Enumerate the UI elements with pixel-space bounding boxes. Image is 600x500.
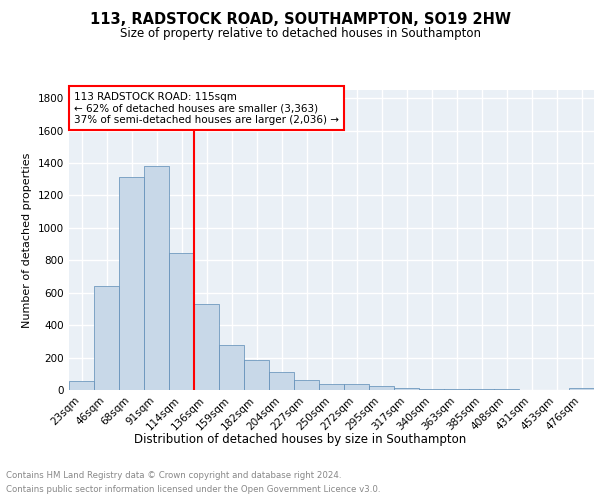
Text: 113, RADSTOCK ROAD, SOUTHAMPTON, SO19 2HW: 113, RADSTOCK ROAD, SOUTHAMPTON, SO19 2H… [89,12,511,28]
Text: Size of property relative to detached houses in Southampton: Size of property relative to detached ho… [119,28,481,40]
Bar [94,286,119,390]
Bar [494,389,519,390]
Bar [369,386,394,390]
Bar [194,304,219,390]
Bar [144,166,169,390]
Bar [319,384,344,390]
Bar [269,372,294,390]
Y-axis label: Number of detached properties: Number of detached properties [22,152,32,328]
Bar [344,384,369,390]
Bar [444,389,469,390]
Bar [244,360,269,390]
Bar [119,177,144,390]
Text: Contains HM Land Registry data © Crown copyright and database right 2024.: Contains HM Land Registry data © Crown c… [6,471,341,480]
Bar [294,380,319,390]
Bar [169,253,194,390]
Text: 113 RADSTOCK ROAD: 115sqm
← 62% of detached houses are smaller (3,363)
37% of se: 113 RADSTOCK ROAD: 115sqm ← 62% of detac… [74,92,339,124]
Bar [69,381,94,390]
Text: Distribution of detached houses by size in Southampton: Distribution of detached houses by size … [134,432,466,446]
Bar [394,388,419,390]
Bar [219,346,244,390]
Bar [569,388,594,390]
Bar [469,389,494,390]
Bar [419,389,444,390]
Text: Contains public sector information licensed under the Open Government Licence v3: Contains public sector information licen… [6,485,380,494]
